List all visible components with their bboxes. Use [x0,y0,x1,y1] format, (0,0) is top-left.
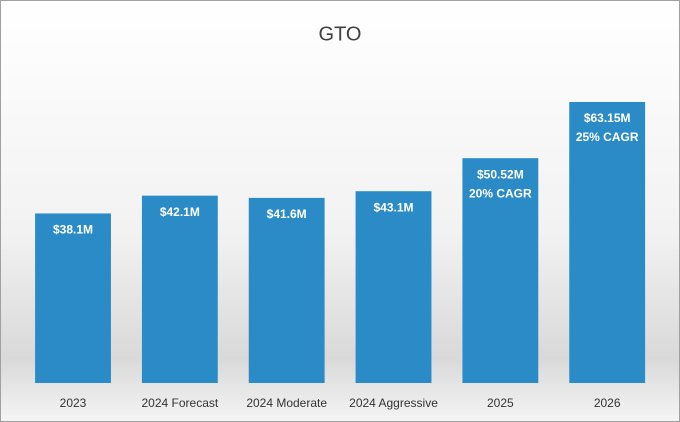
bar [35,213,111,383]
bar [462,158,539,383]
value-label: $50.52M [477,167,524,181]
x-tick-label: 2024 Moderate [246,396,327,410]
bar [248,197,325,383]
chart-title: GTO [319,23,362,45]
x-tick-label: 2023 [60,396,87,410]
value-label: $43.1M [374,200,414,214]
bar [141,195,218,383]
x-tick-label: 2025 [487,396,514,410]
x-tick-label: 2024 Forecast [141,396,218,410]
bar [355,191,432,383]
x-tick-label: 2026 [594,396,621,410]
bar [569,101,646,384]
annotation: 20% CAGR [469,186,532,200]
value-label: $38.1M [53,223,93,237]
x-tick-label: 2024 Aggressive [349,396,438,410]
value-label: $63.15M [584,111,631,125]
value-label: $41.6M [267,207,307,221]
value-label: $42.1M [160,205,200,219]
annotation: 25% CAGR [576,130,639,144]
